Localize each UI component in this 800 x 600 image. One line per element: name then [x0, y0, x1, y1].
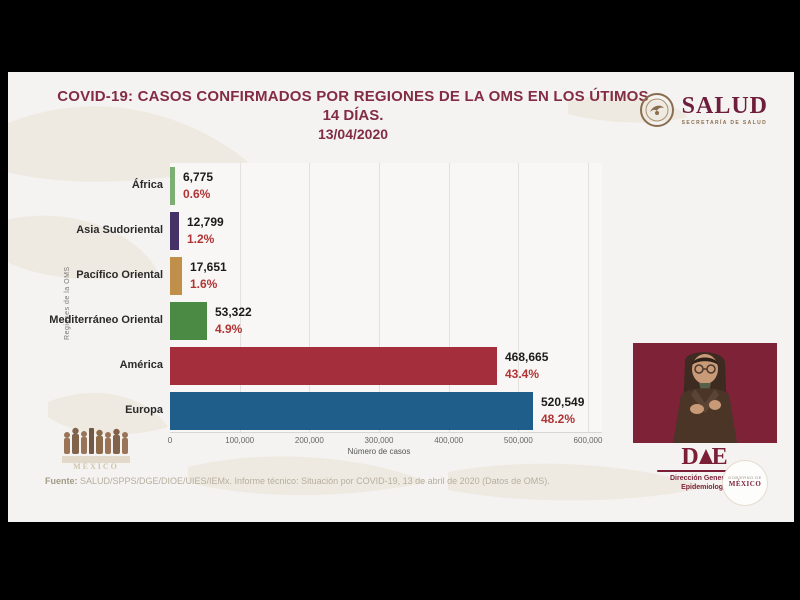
sign-language-interpreter-video — [633, 343, 777, 443]
gridline — [448, 163, 450, 432]
chart-bar — [170, 212, 179, 250]
x-tick-label: 200,000 — [294, 436, 324, 445]
chart-bar — [170, 347, 497, 385]
x-axis-line — [170, 432, 602, 433]
bar-value-label: 17,651 — [190, 260, 227, 274]
salud-subtitle: SECRETARÍA DE SALUD — [681, 120, 768, 126]
dge-letter-d: D — [681, 444, 700, 470]
salud-logo: SALUD SECRETARÍA DE SALUD — [639, 92, 768, 128]
x-tick-label: 100,000 — [225, 436, 255, 445]
bar-pct-label: 0.6% — [183, 187, 211, 201]
interpreter-figure — [633, 343, 777, 443]
bar-value-label: 53,322 — [215, 305, 252, 319]
gridline — [379, 163, 380, 432]
x-tick-label: 0 — [167, 436, 173, 445]
bar-pct-label: 43.4% — [505, 367, 540, 381]
presentation-slide: COVID-19: CASOS CONFIRMADOS POR REGIONES… — [8, 72, 794, 522]
gridline — [309, 163, 311, 432]
category-label: América — [119, 359, 163, 371]
x-axis-title: Número de casos — [347, 447, 411, 456]
dge-caret-icon — [698, 449, 713, 464]
category-label: Pacífico Oriental — [76, 269, 163, 281]
chart-bar — [170, 167, 175, 205]
plot-area — [170, 163, 602, 432]
source-footer: Fuente: SALUD/SPPS/DGE/DIOE/UIES/IEMx. I… — [45, 476, 550, 486]
salud-wordmark: SALUD — [681, 93, 768, 119]
gobierno-seal: GOBIERNO DE MÉXICO — [722, 460, 768, 506]
x-tick-label: 400,000 — [434, 436, 464, 445]
category-label: Europa — [125, 404, 163, 416]
bar-value-label: 520,549 — [541, 395, 585, 409]
bar-chart: 0 100,000 200,000 300,000 400,000 500,000 600,… — [8, 72, 794, 522]
bar-value-label: 6,775 — [183, 170, 214, 184]
title-line-1: COVID-19: CASOS CONFIRMADOS POR REGIONES… — [57, 88, 649, 105]
chart-bar — [170, 392, 533, 430]
x-tick-label: 300,000 — [364, 436, 394, 445]
x-tick-label: 500,000 — [503, 436, 533, 445]
title-line-2: 14 DÍAS. — [322, 107, 384, 124]
category-label: Mediterráneo Oriental — [49, 314, 163, 326]
source-text: SALUD/SPPS/DGE/DIOE/UIES/IEMx. Informe t… — [77, 476, 550, 486]
title-date: 13/04/2020 — [317, 126, 389, 142]
chart-bar — [170, 257, 182, 295]
dge-subtitle-2: Epidemiología — [681, 484, 729, 491]
bar-value-label: 468,665 — [505, 350, 549, 364]
seal-line-1: GOBIERNO DE — [728, 475, 762, 480]
gridline — [239, 163, 241, 432]
dge-underline — [657, 470, 753, 472]
gridline — [588, 163, 589, 432]
gobierno-mexico-watermark: MÉXICO — [62, 427, 130, 471]
bar-value-label: 12,799 — [187, 215, 224, 229]
chart-bar — [170, 302, 207, 340]
bar-pct-label: 4.9% — [215, 322, 243, 336]
category-label: Asia Sudoriental — [76, 224, 163, 236]
gridline — [518, 163, 520, 432]
bar-pct-label: 1.2% — [187, 232, 215, 246]
dge-letter-e: E — [711, 444, 729, 470]
svg-text:MÉXICO: MÉXICO — [73, 461, 119, 471]
bar-pct-label: 48.2% — [541, 412, 576, 426]
x-tick-label: 600,000 — [573, 436, 603, 445]
bar-pct-label: 1.6% — [190, 277, 218, 291]
seal-line-2: MÉXICO — [728, 480, 762, 488]
source-label: Fuente: — [45, 476, 78, 486]
slide-title: COVID-19: CASOS CONFIRMADOS POR REGIONES… — [48, 88, 658, 142]
dge-subtitle-1: Dirección General de — [669, 475, 741, 482]
salud-seal-icon — [639, 93, 674, 127]
category-label: África — [131, 179, 163, 191]
